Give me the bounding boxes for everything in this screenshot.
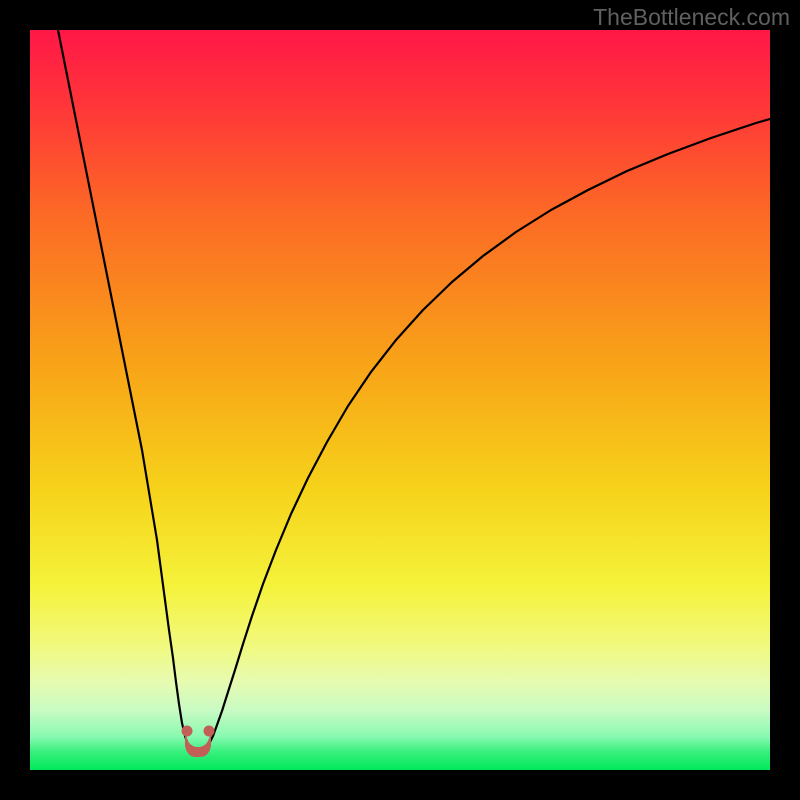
bottleneck-chart: [30, 30, 770, 770]
gradient-background: [30, 30, 770, 770]
watermark-text: TheBottleneck.com: [593, 4, 790, 31]
chart-container: TheBottleneck.com: [0, 0, 800, 800]
